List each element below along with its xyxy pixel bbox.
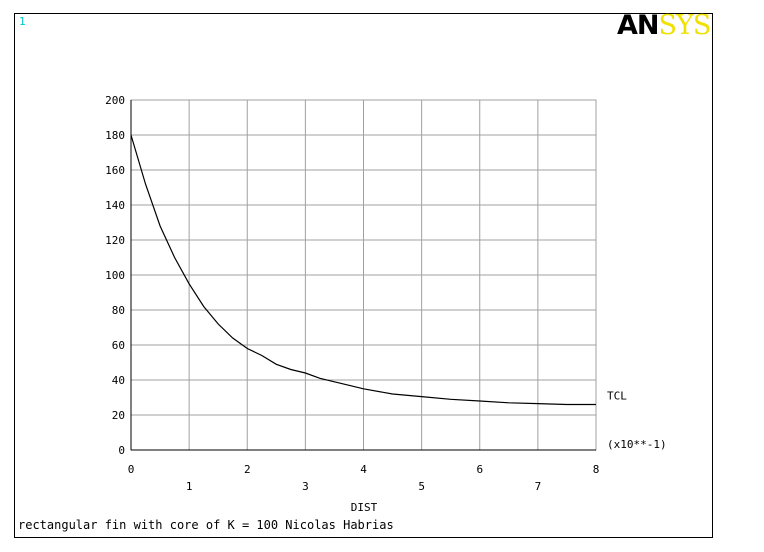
series-label: TCL	[607, 390, 627, 403]
series-layer	[130, 134, 596, 406]
x-tick-label: 4	[360, 463, 367, 476]
axes	[130, 99, 597, 451]
x-tick-label: 0	[128, 463, 135, 476]
x-tick-label: 6	[476, 463, 483, 476]
x-axis-title: DIST	[351, 501, 378, 514]
x-tick-label: 7	[535, 480, 542, 493]
x-tick-label: 3	[302, 480, 309, 493]
x-axis-multiplier: (x10**-1)	[607, 438, 667, 451]
y-tick-label: 140	[105, 199, 125, 212]
y-tick-label: 200	[105, 94, 125, 107]
logo-secondary: SYS	[658, 10, 712, 41]
y-tick-label: 120	[105, 234, 125, 247]
graphics-window-frame	[14, 13, 713, 538]
y-tick-label: 40	[112, 374, 125, 387]
x-tick-label: 8	[593, 463, 600, 476]
y-tick-label: 60	[112, 339, 125, 352]
window-number: 1	[19, 15, 26, 28]
y-tick-label: 20	[112, 409, 125, 422]
y-tick-label: 160	[105, 164, 125, 177]
grid	[131, 100, 596, 450]
y-tick-label: 100	[105, 269, 125, 282]
plot-subtitle: rectangular fin with core of K = 100 Nic…	[18, 518, 394, 532]
logo-primary: AN	[617, 10, 659, 41]
y-tick-label: 80	[112, 304, 125, 317]
labels: 0 20 40 60 80 100 120 140 160 180 200 0 2 4 6 8 1 3 5 7 TCL	[105, 94, 627, 493]
y-tick-label: 180	[105, 129, 125, 142]
y-tick-label: 0	[118, 444, 125, 457]
series-line-tcl	[130, 134, 596, 406]
x-tick-label: 5	[418, 480, 425, 493]
ansys-logo: ANSYS	[617, 10, 712, 41]
x-tick-label: 1	[186, 480, 193, 493]
x-tick-label: 2	[244, 463, 251, 476]
